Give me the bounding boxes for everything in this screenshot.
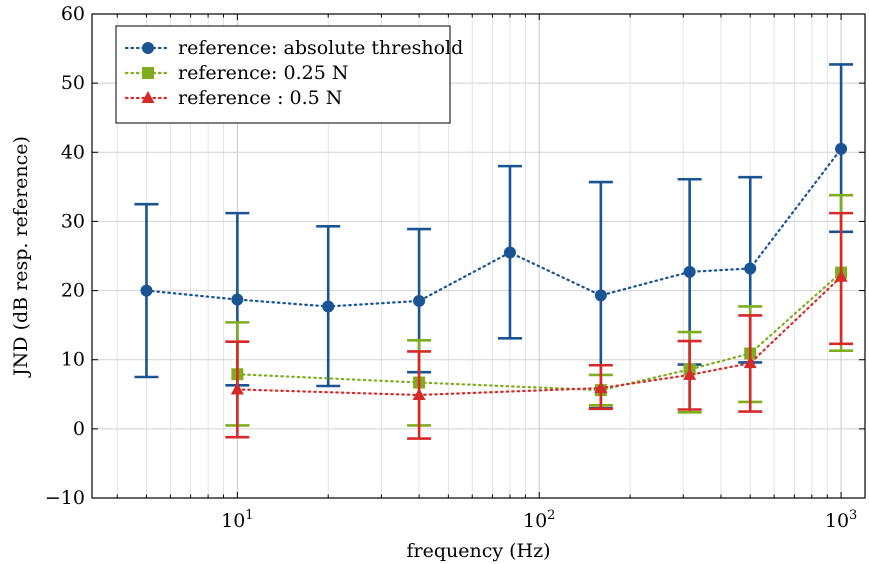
point-marker <box>412 387 426 400</box>
point-marker <box>683 265 696 278</box>
x-tick-label: 103 <box>825 508 857 532</box>
point-marker <box>140 284 153 297</box>
point-marker <box>230 382 244 395</box>
x-tick-exponent: 3 <box>849 508 857 523</box>
y-tick-label: −10 <box>45 487 85 509</box>
plot-frame <box>91 13 866 499</box>
x-tick-label: 101 <box>221 508 253 532</box>
series-line <box>236 271 843 392</box>
point-marker <box>322 300 335 313</box>
y-axis-label: JND (dB resp. reference) <box>10 136 32 378</box>
legend-box <box>115 25 451 124</box>
x-tick-exponent: 1 <box>245 508 253 523</box>
y-tick-label: 0 <box>73 418 85 440</box>
ticks <box>92 13 865 499</box>
point-marker <box>142 42 154 54</box>
legend-item-2: reference: 0.25 N <box>124 62 348 84</box>
point-marker <box>231 293 244 306</box>
legend-label: reference : 0.5 N <box>178 87 342 109</box>
series-line <box>145 147 843 308</box>
legend-item-1: reference: absolute threshold <box>124 37 463 59</box>
point-marker <box>142 67 154 79</box>
x-tick-base: 10 <box>523 510 547 532</box>
point-marker <box>594 381 608 394</box>
point-marker <box>834 269 848 282</box>
y-tick-label: 10 <box>61 349 85 371</box>
y-tick-label: 40 <box>61 141 85 163</box>
y-tick-label: 30 <box>61 210 85 232</box>
point-marker <box>413 294 426 307</box>
y-tick-label: 50 <box>61 72 85 94</box>
point-marker <box>743 356 757 369</box>
legend: reference: absolute threshold reference: … <box>115 25 463 124</box>
x-tick-base: 10 <box>221 510 245 532</box>
legend-label: reference: absolute threshold <box>178 37 463 59</box>
point-marker <box>835 142 848 155</box>
x-tick-label: 102 <box>523 508 555 532</box>
x-axis-label: frequency (Hz) <box>406 540 550 562</box>
y-tick-label: 20 <box>61 280 85 302</box>
point-marker <box>683 367 697 380</box>
legend-items: reference: absolute threshold reference: … <box>124 37 463 109</box>
legend-item-3: reference : 0.5 N <box>124 87 342 109</box>
series-3 <box>225 211 854 440</box>
series-1 <box>134 63 854 410</box>
point-marker <box>503 246 516 259</box>
legend-label: reference: 0.25 N <box>178 62 348 84</box>
point-marker <box>744 262 757 275</box>
series-layer <box>134 63 854 440</box>
series-line <box>236 275 843 397</box>
x-tick-base: 10 <box>825 510 849 532</box>
point-marker <box>141 91 155 103</box>
y-tick-label: 60 <box>61 3 85 25</box>
point-marker <box>594 289 607 302</box>
x-tick-exponent: 2 <box>547 508 555 523</box>
